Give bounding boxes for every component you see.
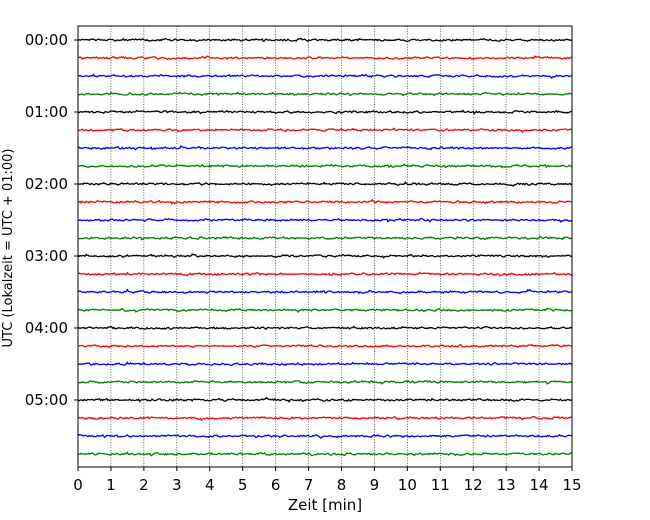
- x-tick-label: 5: [238, 476, 248, 494]
- x-tick-label: 8: [337, 476, 347, 494]
- seismic-trace: [77, 271, 573, 277]
- seismic-trace: [77, 396, 573, 403]
- seismic-trace: [77, 37, 573, 43]
- seismic-trace: [77, 109, 573, 115]
- seismic-trace: [77, 361, 573, 367]
- x-tick-label: 0: [73, 476, 83, 494]
- seismic-trace: [77, 198, 573, 205]
- seismic-trace: [77, 433, 573, 439]
- x-tick-label: 9: [370, 476, 380, 494]
- seismic-trace: [77, 379, 573, 385]
- seismic-trace: [77, 235, 573, 241]
- seismic-trace: [77, 253, 572, 259]
- y-tick-label: 03:00: [25, 247, 68, 265]
- y-tick-label: 04:00: [25, 319, 68, 337]
- seismic-trace: [77, 288, 573, 295]
- x-tick-label: 7: [304, 476, 314, 494]
- seismic-trace: [77, 217, 573, 224]
- seismic-trace: [77, 451, 573, 457]
- x-tick-label: 10: [398, 476, 417, 494]
- x-tick-label: 11: [431, 476, 450, 494]
- x-axis-ticks: 0 1 2 3 4 5 6 7 8 9 10 11 12 13 14 15: [73, 467, 582, 494]
- seismic-trace: [77, 415, 573, 422]
- x-tick-label: 12: [464, 476, 483, 494]
- seismic-trace: [77, 163, 573, 169]
- seismic-trace: [77, 325, 573, 330]
- y-tick-label: 05:00: [25, 391, 68, 409]
- x-tick-label: 3: [172, 476, 182, 494]
- plot-frame: [77, 25, 573, 468]
- x-tick-label: 13: [497, 476, 516, 494]
- seismic-trace: [77, 127, 573, 134]
- y-tick-label: 00:00: [25, 31, 68, 49]
- y-axis-label: UTC (Lokalzeit = UTC + 01:00): [1, 149, 16, 348]
- y-axis-ticks: 00:00 01:00 02:00 03:00 04:00 05:00: [25, 31, 78, 409]
- x-tick-label: 1: [106, 476, 116, 494]
- seismic-trace: [77, 73, 573, 80]
- x-axis-label: Zeit [min]: [288, 496, 362, 514]
- seismic-trace: [77, 181, 573, 187]
- seismic-trace: [77, 307, 573, 314]
- x-tick-label: 4: [205, 476, 215, 494]
- y-tick-label: 02:00: [25, 175, 68, 193]
- seismic-traces: [77, 37, 573, 457]
- x-tick-label: 6: [271, 476, 281, 494]
- seismic-trace: [77, 145, 573, 151]
- x-tick-label: 2: [139, 476, 149, 494]
- x-tick-label: 15: [562, 476, 581, 494]
- y-tick-label: 01:00: [25, 103, 68, 121]
- seismic-trace: [77, 343, 573, 349]
- grid-lines: [110, 26, 540, 467]
- seismic-trace: [77, 55, 573, 61]
- seismic-trace: [77, 91, 573, 97]
- x-tick-label: 14: [530, 476, 549, 494]
